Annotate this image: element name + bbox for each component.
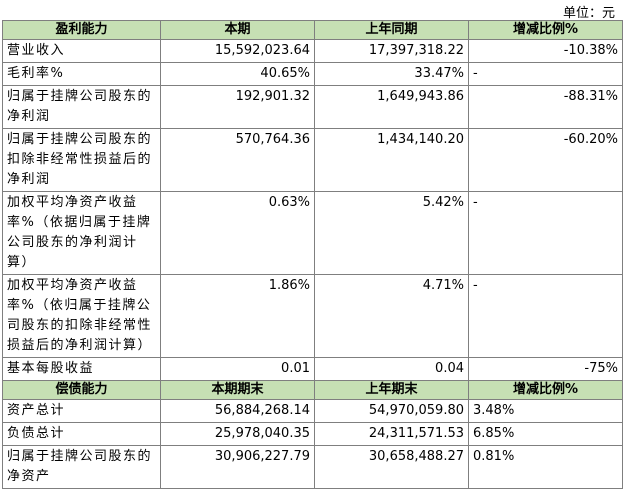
value-cell: 30,906,227.79: [160, 445, 315, 489]
table-row: 归属于挂牌公司股东的扣除非经常性损益后的净利润 570,764.36 1,434,1…: [2, 128, 623, 192]
label-cell: 资产总计: [2, 399, 161, 423]
value-cell: 192,901.32: [160, 85, 315, 129]
table-row: 资产总计 56,884,268.14 54,970,059.80 3.48%: [2, 399, 623, 423]
value-cell: 0.63%: [160, 191, 315, 275]
label-cell: 营业收入: [2, 39, 161, 63]
value-cell: 40.65%: [160, 62, 315, 86]
header-row: 盈利能力 本期 上年同期 增减比例%: [2, 20, 623, 40]
value-cell: 1,434,140.20: [314, 128, 469, 192]
value-cell: -75%: [468, 357, 623, 381]
value-cell: 570,764.36: [160, 128, 315, 192]
label-cell: 基本每股收益: [2, 357, 161, 381]
table-row: 营业收入 15,592,023.64 17,397,318.22 -10.38%: [2, 39, 623, 63]
header-cell: 上年期末: [314, 380, 469, 400]
value-cell: -10.38%: [468, 39, 623, 63]
value-cell: 25,978,040.35: [160, 422, 315, 446]
value-cell: 56,884,268.14: [160, 399, 315, 423]
header-cell: 增减比例%: [468, 20, 623, 40]
value-cell: 15,592,023.64: [160, 39, 315, 63]
value-cell: 33.47%: [314, 62, 469, 86]
value-cell: 4.71%: [314, 274, 469, 358]
table-row: 基本每股收益 0.01 0.04 -75%: [2, 357, 623, 381]
header-cell: 偿债能力: [2, 380, 161, 400]
label-cell: 加权平均净资产收益率%（依归属于挂牌公司股东的扣除非经常性损益后的净利润计算）: [2, 274, 161, 358]
label-cell: 归属于挂牌公司股东的净利润: [2, 85, 161, 129]
value-cell: -: [468, 274, 623, 358]
value-cell: 54,970,059.80: [314, 399, 469, 423]
value-cell: 24,311,571.53: [314, 422, 469, 446]
table-row: 归属于挂牌公司股东的净资产 30,906,227.79 30,658,488.27 0…: [2, 445, 623, 489]
value-cell: 6.85%: [468, 422, 623, 446]
header-cell: 上年同期: [314, 20, 469, 40]
value-cell: 1.86%: [160, 274, 315, 358]
value-cell: -60.20%: [468, 128, 623, 192]
value-cell: 17,397,318.22: [314, 39, 469, 63]
header-cell: 本期期末: [160, 380, 315, 400]
value-cell: -: [468, 62, 623, 86]
value-cell: 3.48%: [468, 399, 623, 423]
label-cell: 毛利率%: [2, 62, 161, 86]
header-cell: 本期: [160, 20, 315, 40]
value-cell: 30,658,488.27: [314, 445, 469, 489]
value-cell: -: [468, 191, 623, 275]
header-row: 偿债能力 本期期末 上年期末 增减比例%: [2, 380, 623, 400]
table-row: 归属于挂牌公司股东的净利润 192,901.32 1,649,943.86 -88.3…: [2, 85, 623, 129]
page: 单位：元 盈利能力 本期 上年同期 增减比例% 营业收入 15,592,023.64 17,…: [2, 6, 623, 489]
label-cell: 加权平均净资产收益率%（依据归属于挂牌公司股东的净利润计算）: [2, 191, 161, 275]
unit-label: 单位：元: [562, 6, 615, 21]
value-cell: 0.81%: [468, 445, 623, 489]
header-cell: 盈利能力: [2, 20, 161, 40]
value-cell: -88.31%: [468, 85, 623, 129]
label-cell: 负债总计: [2, 422, 161, 446]
value-cell: 0.01: [160, 357, 315, 381]
header-cell: 增减比例%: [468, 380, 623, 400]
financial-table: 盈利能力 本期 上年同期 增减比例% 营业收入 15,592,023.64 17,397,3…: [2, 20, 623, 489]
table-row: 加权平均净资产收益率%（依据归属于挂牌公司股东的净利润计算） 0.63% 5.42%…: [2, 191, 623, 275]
table-row: 毛利率% 40.65% 33.47% -: [2, 62, 623, 86]
table-row: 负债总计 25,978,040.35 24,311,571.53 6.85%: [2, 422, 623, 446]
value-cell: 1,649,943.86: [314, 85, 469, 129]
label-cell: 归属于挂牌公司股东的净资产: [2, 445, 161, 489]
value-cell: 0.04: [314, 357, 469, 381]
label-cell: 归属于挂牌公司股东的扣除非经常性损益后的净利润: [2, 128, 161, 192]
value-cell: 5.42%: [314, 191, 469, 275]
table-row: 加权平均净资产收益率%（依归属于挂牌公司股东的扣除非经常性损益后的净利润计算） 1…: [2, 274, 623, 358]
